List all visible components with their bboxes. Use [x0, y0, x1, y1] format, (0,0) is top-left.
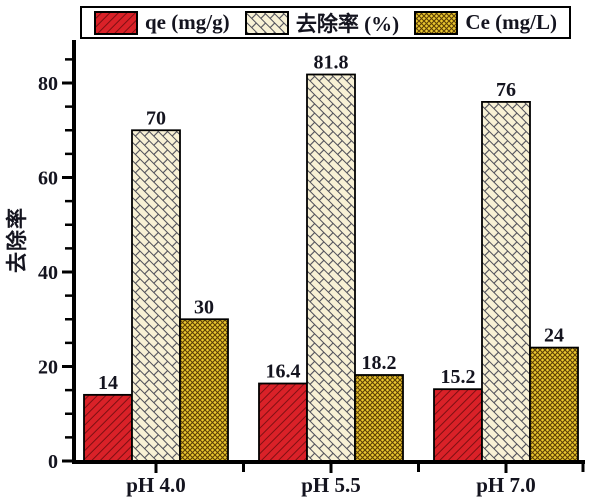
bar-series1-cat1	[306, 73, 356, 462]
legend-label-ce: Ce (mg/L)	[465, 10, 557, 34]
y-tick-label: 20	[38, 357, 58, 379]
bar-series0-cat1	[258, 382, 308, 462]
legend-label-removal-rate: 去除率 (%)	[295, 11, 400, 36]
legend-item-removal-rate: 去除率 (%)	[244, 8, 400, 38]
axes-layer	[62, 40, 585, 473]
x-tick-label: pH 5.5	[301, 473, 361, 497]
legend-item-ce: Ce (mg/L)	[414, 10, 557, 35]
bar-value-label: 81.8	[314, 51, 349, 73]
bar-value-label: 30	[194, 296, 214, 318]
qe-swatch-icon	[94, 10, 138, 35]
bar-value-label: 14	[98, 372, 118, 394]
y-axis-title: 去除率	[5, 207, 29, 273]
y-tick-label: 80	[38, 73, 58, 95]
y-tick-label: 40	[38, 262, 58, 284]
legend-item-qe: qe (mg/g)	[94, 10, 230, 35]
bar-series0-cat2	[433, 388, 483, 462]
x-tick-label: pH 7.0	[476, 473, 536, 497]
legend: qe (mg/g) 去除率 (%) Ce (mg/L)	[80, 6, 571, 39]
bar-series1-cat0	[131, 129, 181, 462]
removal-rate-swatch-icon	[244, 10, 289, 35]
bar-value-label: 15.2	[441, 366, 476, 388]
bar-series1-cat2	[481, 101, 531, 462]
bar-value-label: 18.2	[362, 352, 397, 374]
bar-value-label: 24	[544, 325, 564, 347]
ce-swatch-icon	[414, 10, 459, 35]
bar-series2-cat0	[179, 318, 229, 462]
bar-series2-cat2	[529, 346, 579, 462]
bar-value-label: 70	[146, 107, 166, 129]
y-tick-label: 60	[38, 168, 58, 190]
bar-value-label: 16.4	[266, 361, 301, 383]
y-tick-label: 0	[48, 451, 58, 473]
bar-series2-cat1	[354, 374, 404, 462]
bar-value-label: 76	[496, 79, 516, 101]
bars-layer	[83, 73, 579, 462]
bar-series0-cat0	[83, 393, 133, 462]
x-tick-label: pH 4.0	[126, 473, 186, 497]
legend-label-qe: qe (mg/g)	[145, 10, 230, 34]
tick-and-value-labels-layer: 14 16.4 15.2 70 81.8 76 30 18.2 24 0 20 40 60 80 pH 4.…	[38, 51, 564, 497]
